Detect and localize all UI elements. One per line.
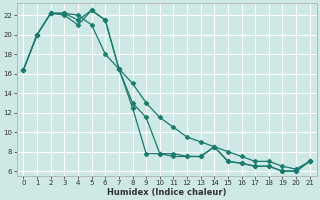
X-axis label: Humidex (Indice chaleur): Humidex (Indice chaleur) (107, 188, 226, 197)
